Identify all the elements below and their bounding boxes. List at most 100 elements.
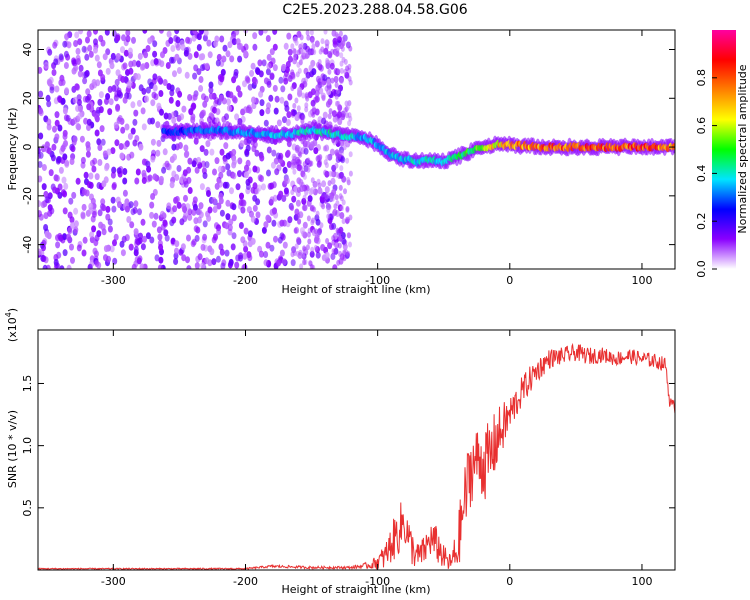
spectrogram-cell [156,75,162,83]
spectrogram-cell [197,253,203,261]
spectrogram-cell [297,218,302,225]
spectrogram-cell [326,213,331,220]
spectrogram-cell [187,94,193,101]
spectrogram-cell [214,35,220,43]
spectrogram-cell [226,104,232,112]
spectrogram-cell [265,107,271,115]
spectrogram-cell [54,133,60,141]
spectrogram-cell [243,50,249,58]
spectrogram-cell [331,248,336,255]
spectrogram-cell [343,58,348,65]
spectrogram-cell [99,125,105,133]
spectrogram-cell [177,142,183,149]
spectrogram-cell [277,236,283,244]
spectrogram-cell [324,85,329,92]
spectrogram-cell [206,214,212,222]
spectrogram-cell [243,227,249,235]
spectrogram-cell [298,164,303,171]
spectrogram-cell [307,227,312,234]
snr-y-axis-label: SNR (10 * v/v) [6,410,19,488]
spectrogram-cell [207,116,212,124]
spectrogram-cell [214,97,220,105]
spectrogram-cell [142,235,147,243]
spectrogram-cell [96,61,102,69]
spectrogram-cell [334,31,339,38]
spectrogram-cell [282,166,288,174]
spectrogram-cell [311,105,316,112]
spectrogram-cell [266,80,272,88]
spectrogram-cell [51,143,57,151]
spectrogram-cell [323,169,328,176]
spectrogram-cell [42,264,48,269]
spectrogram-cell [163,229,169,237]
spectrogram-cell [216,202,222,210]
spectrogram-cell [140,63,146,70]
spectrogram-cell [191,34,197,42]
spectrogram-cell [237,170,242,178]
spectrogram-cell [120,75,126,83]
spectrogram-cell [81,249,87,257]
spectrogram-cell [171,116,177,124]
spectrogram-cell [235,85,241,93]
spectrogram-cell [320,81,325,87]
spectrogram-cell [227,41,233,49]
spectrogram-cell [211,197,217,204]
spectrogram-cell [172,70,177,78]
snr-x-axis-label: Height of straight line (km) [281,583,430,596]
spectrogram-cell [339,67,344,74]
spectrogram-cell [125,30,131,37]
spectrogram-cell [202,100,208,108]
spectrogram-cell [78,64,84,72]
spectrogram-cell [88,50,94,58]
spectrogram-cell [311,217,315,224]
y-tick-label: 1.5 [21,375,34,393]
spectrogram-cell [231,158,237,166]
spectrogram-cell [301,204,306,211]
spectrogram-cell [283,187,289,195]
spectrogram-cell [75,58,81,65]
spectrogram-cell [231,214,237,222]
spectrogram-cell [208,92,214,100]
spectrogram-cell [237,55,243,63]
spectrogram-cell [234,113,240,121]
spectrogram-cell [187,157,193,165]
spectrogram-cell [250,215,256,223]
spectrogram-cell [113,94,119,102]
spectrogram-cell [84,53,90,61]
spectrogram-cell [320,191,325,198]
spectrogram-cell [225,152,231,160]
spectrogram-x-axis-label: Height of straight line (km) [281,283,430,296]
spectrogram-cell [45,94,51,102]
spectrogram-cell [313,236,319,244]
spectrogram-cell [306,166,311,173]
spectrogram-cell [276,119,282,127]
spectrogram-cell [117,115,123,122]
spectrogram-cell [247,106,253,114]
spectrogram-cell [282,241,288,249]
spectrogram-cell [192,196,198,204]
spectrogram-cell [207,51,213,59]
spectrogram-cell [333,75,339,83]
spectrogram-cell [237,90,243,98]
spectrogram-cell [302,245,307,252]
spectrogram-cell [65,114,71,122]
spectrogram-cell [151,91,157,99]
spectrogram-cell [111,85,117,92]
spectrogram-cell [339,52,344,59]
spectrogram-cell [97,98,103,106]
spectrogram-cell [261,226,267,234]
spectrogram-cell [292,102,297,109]
x-tick-label: 100 [631,274,652,287]
spectrogram-cell [296,49,301,56]
spectrogram-cell [273,235,278,243]
spectrogram-cell [294,243,299,250]
spectrogram-cell [235,183,241,191]
spectrogram-cell [348,151,353,158]
spectrogram-cell [51,69,57,76]
spectrogram-cell [127,132,133,140]
spectrogram-cell [143,51,149,59]
spectrogram-cell [92,157,98,165]
spectrogram-cell [263,221,269,229]
spectrogram-cell [337,118,343,126]
spectrogram-cell [38,132,44,140]
